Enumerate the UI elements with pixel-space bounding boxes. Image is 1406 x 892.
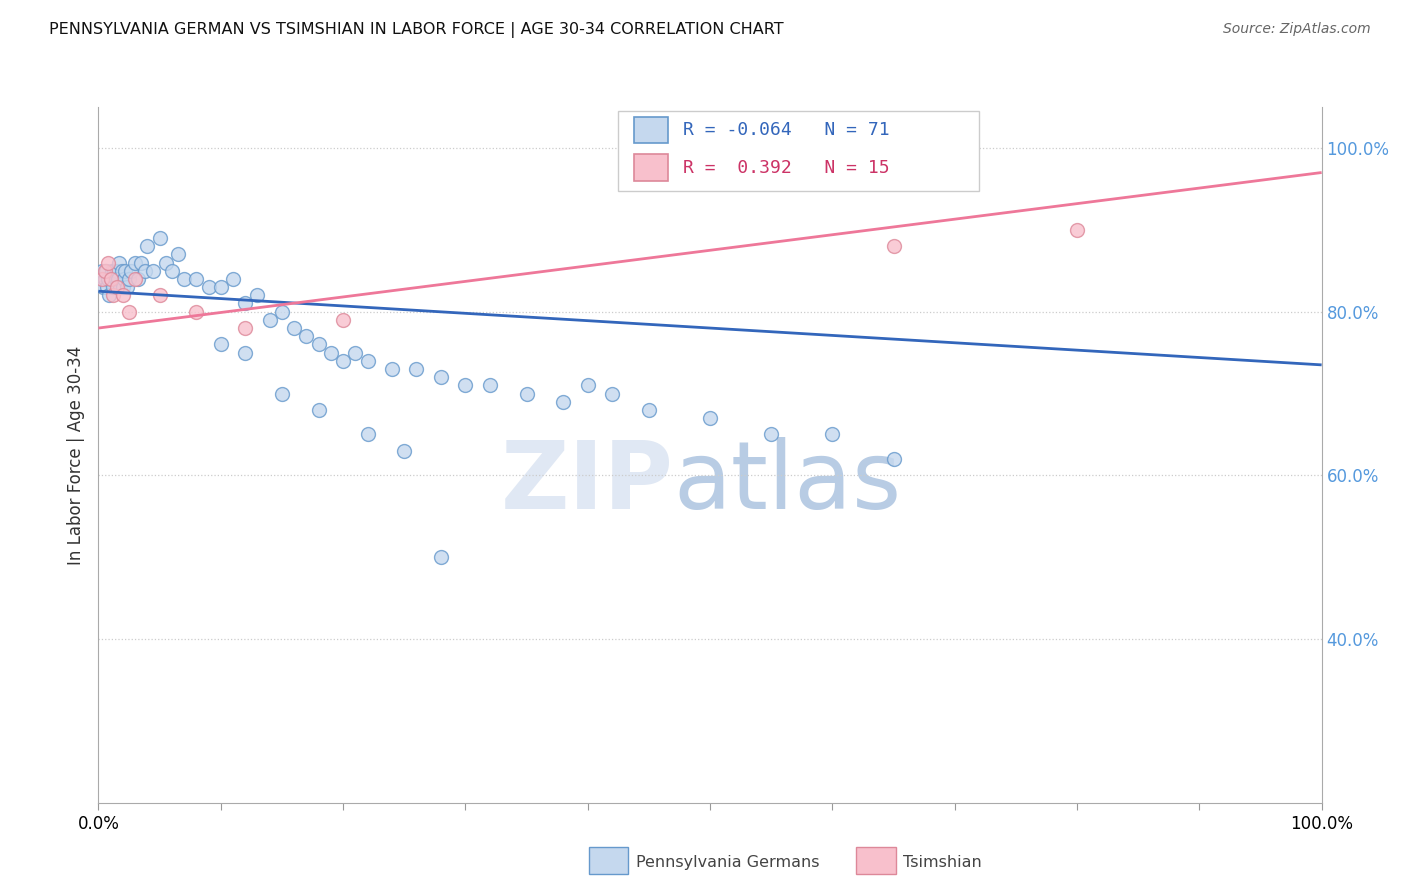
Point	[392, 443, 416, 458]
Point	[108, 255, 131, 269]
Point	[638, 403, 661, 417]
Point	[100, 272, 122, 286]
Text: Source: ZipAtlas.com: Source: ZipAtlas.com	[1223, 22, 1371, 37]
Y-axis label: In Labor Force | Age 30-34: In Labor Force | Age 30-34	[66, 345, 84, 565]
Text: R = -0.064   N = 71: R = -0.064 N = 71	[683, 121, 890, 139]
Point	[197, 280, 219, 294]
Point	[112, 272, 135, 286]
Point	[155, 255, 177, 269]
Point	[270, 386, 294, 401]
Point	[356, 353, 378, 368]
Text: R =  0.392   N = 15: R = 0.392 N = 15	[683, 159, 890, 177]
Point	[96, 280, 118, 294]
Point	[761, 427, 783, 442]
Point	[110, 280, 132, 294]
Point	[173, 272, 195, 286]
Bar	[634, 154, 668, 181]
Point	[149, 231, 172, 245]
Point	[883, 239, 905, 253]
Point	[344, 345, 367, 359]
Point	[127, 272, 149, 286]
Point	[576, 378, 599, 392]
Point	[209, 337, 232, 351]
Point	[101, 288, 124, 302]
Text: PENNSYLVANIA GERMAN VS TSIMSHIAN IN LABOR FORCE | AGE 30-34 CORRELATION CHART: PENNSYLVANIA GERMAN VS TSIMSHIAN IN LABO…	[49, 22, 783, 38]
Point	[1066, 223, 1088, 237]
Text: Pennsylvania Germans: Pennsylvania Germans	[636, 855, 820, 870]
Point	[129, 255, 152, 269]
Point	[105, 264, 128, 278]
Point	[107, 272, 129, 286]
Point	[233, 345, 256, 359]
Point	[134, 264, 156, 278]
Point	[94, 264, 117, 278]
Point	[308, 403, 330, 417]
Point	[111, 280, 134, 294]
Point	[430, 550, 453, 565]
Point	[319, 345, 342, 359]
Point	[259, 313, 281, 327]
Point	[454, 378, 477, 392]
Point	[118, 304, 141, 318]
Point	[356, 427, 378, 442]
Point	[246, 288, 269, 302]
Point	[270, 304, 294, 318]
Point	[93, 272, 115, 286]
Point	[381, 362, 404, 376]
Point	[91, 272, 114, 286]
Point	[699, 411, 721, 425]
Point	[283, 321, 305, 335]
Point	[91, 280, 114, 294]
Point	[149, 288, 172, 302]
Point	[167, 247, 190, 261]
Point	[104, 272, 127, 286]
Point	[91, 264, 114, 278]
Point	[295, 329, 318, 343]
Point	[142, 264, 165, 278]
Bar	[634, 117, 668, 144]
FancyBboxPatch shape	[619, 111, 979, 191]
Point	[101, 264, 124, 278]
Point	[332, 313, 354, 327]
Point	[103, 264, 125, 278]
Point	[111, 264, 134, 278]
Point	[97, 255, 120, 269]
Point	[98, 288, 121, 302]
Point	[821, 427, 844, 442]
Point	[186, 304, 208, 318]
Point	[308, 337, 330, 351]
Point	[118, 272, 141, 286]
Point	[233, 296, 256, 310]
Point	[105, 280, 128, 294]
Point	[233, 321, 256, 335]
Point	[332, 353, 354, 368]
Point	[100, 272, 122, 286]
Point	[883, 452, 905, 467]
Point	[97, 272, 120, 286]
Text: atlas: atlas	[673, 437, 901, 529]
Point	[93, 264, 115, 278]
Point	[124, 272, 146, 286]
Text: ZIP: ZIP	[501, 437, 673, 529]
Point	[124, 255, 146, 269]
Text: Tsimshian: Tsimshian	[903, 855, 981, 870]
Point	[120, 264, 142, 278]
Point	[111, 288, 134, 302]
Point	[478, 378, 501, 392]
Point	[430, 370, 453, 384]
Point	[209, 280, 232, 294]
Point	[516, 386, 538, 401]
Point	[90, 272, 112, 286]
Point	[101, 280, 124, 294]
Point	[160, 264, 183, 278]
Point	[600, 386, 623, 401]
Point	[405, 362, 427, 376]
Point	[222, 272, 245, 286]
Point	[136, 239, 159, 253]
Point	[115, 280, 138, 294]
Point	[114, 264, 136, 278]
Point	[553, 394, 575, 409]
Point	[186, 272, 208, 286]
